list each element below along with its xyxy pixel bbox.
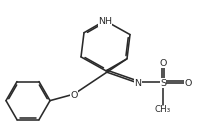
Text: S: S	[160, 79, 166, 87]
Text: NH: NH	[98, 17, 112, 26]
Text: O: O	[184, 79, 192, 87]
Text: N: N	[135, 79, 141, 87]
Text: O: O	[159, 59, 167, 68]
Text: O: O	[70, 91, 78, 100]
Text: CH₃: CH₃	[155, 105, 171, 114]
